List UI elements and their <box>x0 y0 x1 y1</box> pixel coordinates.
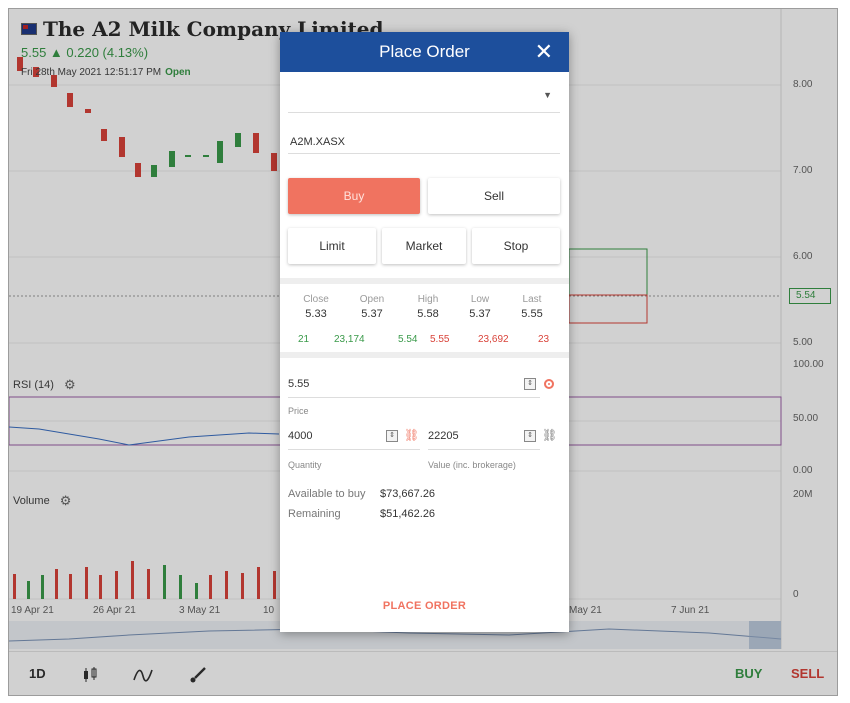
price-change: 5.55 ▲ 0.220 (4.13%) <box>21 45 149 60</box>
bid-count: 21 <box>298 334 310 345</box>
account-select[interactable]: ▼ <box>288 84 560 113</box>
target-icon[interactable] <box>544 379 554 389</box>
volume-settings-gear-icon[interactable]: ⚙ <box>59 493 72 508</box>
rsi-axis-tick: 0.00 <box>793 465 813 476</box>
chevron-down-icon: ▼ <box>543 90 552 100</box>
available-label: Available to buy <box>288 488 366 500</box>
rsi-panel-label: RSI (14) ⚙ <box>13 377 76 393</box>
price-input[interactable]: 5.55 <box>288 378 310 390</box>
bid-price: 5.54 <box>398 334 418 345</box>
limit-order-button[interactable]: Limit <box>288 228 376 264</box>
ask-count: 23 <box>538 334 550 345</box>
stat-value: 5.37 <box>361 308 383 320</box>
stat-header: Low <box>470 294 490 305</box>
quantity-label: Quantity <box>288 460 322 470</box>
brush-icon[interactable] <box>189 666 207 687</box>
rsi-settings-gear-icon[interactable]: ⚙ <box>63 377 76 392</box>
link-icon[interactable]: ⛓ <box>404 428 420 442</box>
divider <box>280 352 569 358</box>
market-order-button[interactable]: Market <box>382 228 466 264</box>
price-axis-tick: 5.00 <box>793 337 813 348</box>
rsi-axis-tick: 100.00 <box>793 359 824 370</box>
date-axis-tick: 19 Apr 21 <box>11 605 54 616</box>
field-underline <box>288 397 540 398</box>
stat-value: 5.33 <box>305 308 327 320</box>
place-order-button[interactable]: PLACE ORDER <box>382 600 467 612</box>
price-axis-tick: 6.00 <box>793 251 813 262</box>
bid-volume: 23,174 <box>334 334 365 345</box>
date-axis-tick: 3 May 21 <box>179 605 221 616</box>
price-axis-tick: 7.00 <box>793 165 813 176</box>
dialog-header: Place Order ✕ <box>280 32 569 72</box>
place-order-dialog: Place Order ✕ ▼ A2M.XASX Buy Sell Limit … <box>280 32 569 632</box>
volume-axis-tick: 20M <box>793 489 813 500</box>
link-icon[interactable]: ⛓ <box>542 428 558 442</box>
date-axis-tick: May 21 <box>569 605 602 616</box>
symbol-field[interactable]: A2M.XASX <box>288 130 560 154</box>
interval-button[interactable]: 1D <box>29 666 46 681</box>
toolbar-buy-button[interactable]: BUY <box>735 666 763 681</box>
dialog-title: Place Order <box>379 42 470 61</box>
price-stepper[interactable]: ⇕ <box>524 378 536 390</box>
value-input[interactable]: 22205 <box>428 430 459 442</box>
stop-order-button[interactable]: Stop <box>472 228 560 264</box>
datetime-text: Fri 28th May 2021 12:51:17 PM <box>21 67 162 78</box>
price-axis-tick: 8.00 <box>793 79 813 90</box>
available-value: $73,667.26 <box>380 488 436 500</box>
rsi-axis-tick: 50.00 <box>793 413 819 424</box>
value-stepper[interactable]: ⇕ <box>524 430 536 442</box>
stat-value: 5.58 <box>417 308 439 320</box>
stat-value: 5.37 <box>469 308 491 320</box>
ask-volume: 23,692 <box>478 334 509 345</box>
quantity-stepper[interactable]: ⇕ <box>386 430 398 442</box>
value-label: Value (inc. brokerage) <box>428 460 516 470</box>
volume-axis-tick: 0 <box>793 589 799 600</box>
divider <box>280 278 569 284</box>
stat-header: High <box>417 294 439 305</box>
date-axis-tick: 7 Jun 21 <box>671 605 710 616</box>
sell-button[interactable]: Sell <box>428 178 560 214</box>
rsi-label: RSI (14) <box>13 379 54 391</box>
stat-header: Last <box>522 294 542 305</box>
remaining-value: $51,462.26 <box>380 508 436 520</box>
volume-label: Volume <box>13 495 50 507</box>
date-axis-tick: 10 <box>263 605 275 616</box>
australia-flag-icon <box>21 23 37 35</box>
stat-value: 5.55 <box>521 308 543 320</box>
ask-price: 5.55 <box>430 334 450 345</box>
quote-datetime: Fri 28th May 2021 12:51:17 PM Open <box>21 67 191 78</box>
volume-panel-label: Volume ⚙ <box>13 493 71 509</box>
field-underline <box>428 449 540 450</box>
close-icon[interactable]: ✕ <box>534 39 553 64</box>
quantity-input[interactable]: 4000 <box>288 430 313 442</box>
date-axis-tick: 26 Apr 21 <box>93 605 136 616</box>
toolbar-sell-button[interactable]: SELL <box>791 666 825 681</box>
last-price-badge: 5.54 <box>789 288 831 304</box>
market-status: Open <box>165 67 191 78</box>
field-underline <box>288 449 420 450</box>
stat-header: Open <box>359 294 385 305</box>
remaining-label: Remaining <box>288 508 341 520</box>
candlestick-icon[interactable] <box>81 666 99 687</box>
buy-button[interactable]: Buy <box>288 178 420 214</box>
price-label: Price <box>288 406 309 416</box>
chart-toolbar: 1D BUY SELL <box>9 651 837 695</box>
stat-header: Close <box>303 294 329 305</box>
indicator-icon[interactable] <box>133 666 153 687</box>
